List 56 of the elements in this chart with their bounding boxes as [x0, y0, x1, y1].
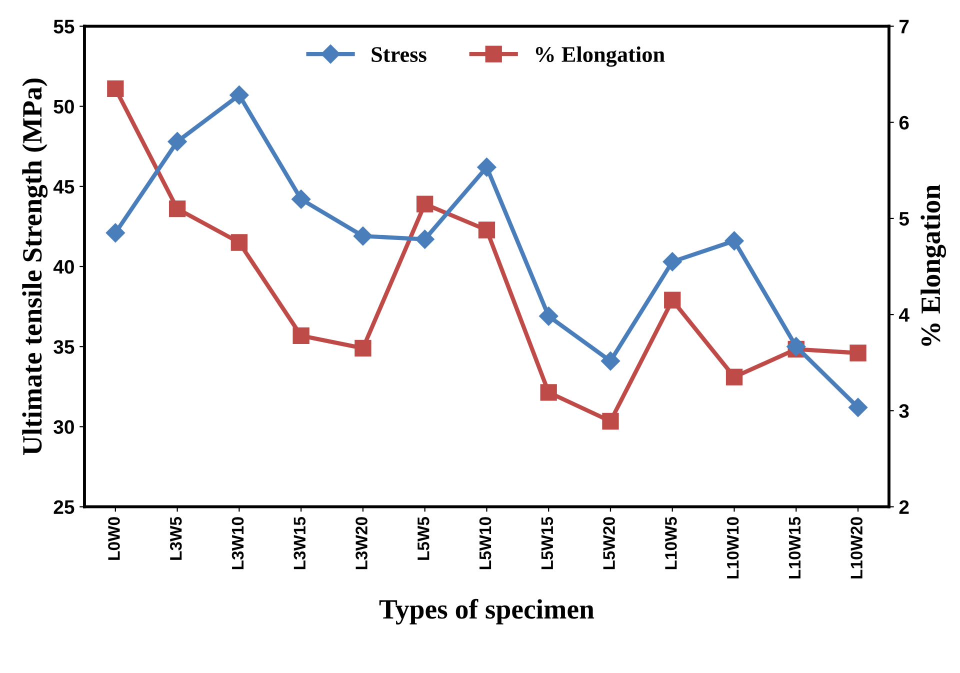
point: [354, 340, 372, 357]
y-tick-label: 40: [53, 260, 74, 274]
x-tick-label: L3W5: [170, 516, 182, 560]
y2-tick-label: 6: [899, 116, 909, 130]
point: [848, 398, 868, 417]
point: [230, 234, 248, 251]
point: [724, 231, 744, 250]
point: [539, 306, 558, 326]
x-tick-label: L10W15: [788, 516, 801, 578]
point: [107, 80, 124, 98]
point: [786, 337, 806, 356]
y-tick-label: 50: [54, 100, 74, 114]
x-tick-label: L5W5: [418, 516, 430, 560]
legend-label: % Elongation: [536, 46, 665, 67]
x-tick-label: L10W20: [850, 517, 862, 578]
point: [292, 190, 311, 209]
y2-tick-label: 2: [899, 500, 909, 514]
point: [662, 252, 682, 272]
point: [602, 412, 619, 430]
x-tick-label: L3W10: [232, 517, 244, 570]
point: [600, 351, 620, 371]
x-tick-label: L3W20: [356, 517, 368, 570]
point: [168, 200, 186, 218]
legend-label: Stress: [372, 47, 426, 62]
y2-axis-title: % Elongation: [920, 184, 946, 346]
point: [168, 132, 187, 152]
x-tick-label: L5W10: [479, 517, 492, 570]
y2-tick-label: 3: [899, 404, 909, 418]
y2-tick-label: 5: [899, 212, 909, 226]
point: [292, 327, 310, 344]
y-tick-label: 25: [54, 500, 74, 514]
x-axis-title: Types of specimen: [379, 598, 594, 624]
point: [353, 226, 372, 246]
point: [726, 368, 743, 386]
point: [478, 222, 496, 238]
x-tick-label: L10W5: [665, 516, 677, 570]
point: [415, 230, 434, 249]
y-tick-label: 35: [54, 340, 74, 354]
point: [416, 196, 434, 212]
point: [106, 223, 125, 242]
x-tick-label: L10W10: [726, 517, 739, 578]
point: [230, 86, 249, 105]
x-tick-label: L3W15: [294, 516, 306, 570]
y-tick-label: 30: [54, 420, 74, 434]
y2-tick-label: 7: [900, 20, 909, 34]
point: [477, 158, 496, 177]
point: [540, 384, 557, 401]
point: [664, 292, 681, 308]
y-axis-title: Ultimate tensile Strength (MPa): [22, 78, 48, 455]
x-tick-label: L5W15: [541, 516, 554, 570]
x-tick-label: L5W20: [603, 517, 615, 570]
point: [850, 344, 866, 362]
x-tick-label: L0W0: [108, 517, 120, 560]
y2-tick-label: 4: [898, 308, 910, 322]
y-tick-label: 55: [54, 20, 74, 34]
y-tick-label: 45: [53, 180, 74, 194]
